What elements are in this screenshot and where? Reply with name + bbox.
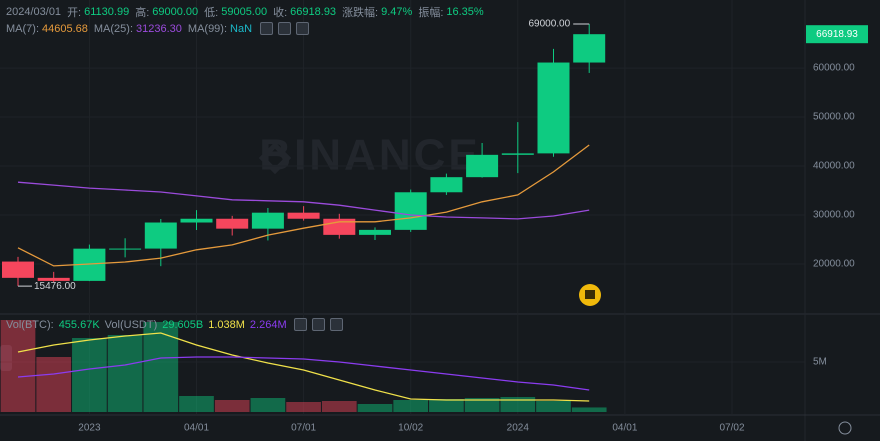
volume-legend-item: 2.264M [249, 318, 287, 331]
ma-value: 44605.68 [42, 22, 88, 35]
ma-label: MA(7): [6, 22, 39, 35]
ohlc-label: 高: [135, 7, 150, 19]
ohlc-label: 开: [67, 7, 82, 19]
ma-label: MA(99): [187, 22, 228, 35]
volume-bar [571, 407, 607, 412]
ohlc-value: 69000.00 [152, 6, 199, 18]
volume-bar [393, 400, 429, 412]
ohlc-label: 涨跌幅: [342, 7, 379, 19]
x-tick-label: 07/01 [291, 423, 316, 434]
last-price-box [806, 25, 868, 44]
y-tick-label: 5M [813, 357, 827, 368]
volume-legend: Vol(BTC): 455.67K Vol(USDT) 29.605B 1.038M 2.… [6, 318, 343, 331]
candle-body [287, 212, 320, 219]
ma-value: 31236.30 [136, 22, 182, 35]
volume-bar [0, 320, 36, 412]
volume-bar [72, 338, 107, 412]
y-tick-label: 50000.00 [813, 112, 855, 123]
x-tick-label: 2024 [507, 423, 530, 434]
volume-legend-item: Vol(BTC): [6, 318, 54, 331]
volume-bar [179, 396, 214, 412]
volume-bar [36, 357, 72, 412]
watermark: BINANCE [259, 131, 480, 180]
ohlc-label: 收: [273, 7, 288, 19]
ma-value: NaN [230, 22, 253, 35]
ohlc-value: 16.35% [446, 6, 484, 18]
legend-icon[interactable] [260, 22, 274, 35]
ohlc-value: 59005.00 [221, 6, 268, 18]
y-tick-label: 30000.00 [813, 210, 855, 221]
y-tick-label: 60000.00 [813, 63, 855, 74]
x-tick-label: 2023 [78, 423, 101, 434]
candle-body [251, 212, 284, 229]
x-tick-label: 04/01 [612, 423, 637, 434]
volume-bar [464, 398, 500, 412]
volume-legend-item: 455.67K [58, 318, 100, 331]
volume-ma-line [17, 356, 590, 391]
volume-legend-item: Vol(USDT) [104, 318, 158, 331]
x-tick-label: 04/01 [184, 423, 209, 434]
volume-bar [214, 400, 250, 412]
volume-bar [500, 397, 536, 412]
panel-handle[interactable] [0, 345, 12, 371]
ma-legend: MA(7): 44605.68 MA(25): 31236.30 MA(99): NaN [6, 22, 310, 35]
candle-body [537, 62, 570, 154]
legend-icon[interactable] [329, 318, 343, 331]
last-price-label: 66918.93 [816, 29, 858, 40]
candle-body [144, 222, 177, 249]
legend-icon[interactable] [311, 318, 325, 331]
legend-icon[interactable] [293, 318, 307, 331]
volume-bar [250, 398, 286, 412]
high-label: 69000.00 [528, 19, 570, 30]
volume-bar [321, 401, 357, 412]
ohlc-legend: 2024/03/01 开: 61130.99 高: 69000.00 低: 59005.0… [6, 4, 487, 20]
volume-bar [143, 322, 179, 412]
volume-bar [107, 335, 143, 412]
volume-bar [286, 402, 321, 412]
candle-body [394, 192, 427, 230]
candle-body [573, 34, 606, 63]
y-tick-label: 20000.00 [813, 259, 855, 270]
low-label: 15476.00 [34, 281, 76, 292]
volume-legend-item: 1.038M [208, 318, 245, 331]
watermark-logo [258, 141, 292, 175]
candle-body [359, 229, 391, 235]
ma-line [17, 181, 590, 220]
ma-line [17, 144, 590, 267]
volume-bar [357, 404, 393, 412]
candle-body [466, 154, 499, 178]
settings-icon[interactable] [838, 421, 852, 435]
notification-glyph [585, 290, 595, 299]
legend-icon[interactable] [278, 22, 292, 35]
ohlc-value: 9.47% [381, 6, 413, 18]
candle-body [2, 261, 34, 278]
candle-body [180, 218, 213, 223]
candle-body [216, 218, 249, 229]
x-tick-label: 10/02 [398, 423, 423, 434]
x-tick-label: 07/02 [719, 423, 744, 434]
legend-icon[interactable] [296, 22, 310, 35]
candle-body [501, 153, 534, 155]
candle-body [430, 177, 463, 193]
ohlc-value: 61130.99 [84, 6, 130, 18]
volume-bar [429, 399, 464, 412]
ohlc-value: 66918.93 [290, 6, 337, 18]
ma-label: MA(25): [93, 22, 134, 35]
candle-body [37, 277, 70, 281]
ohlc-label: 振幅: [418, 7, 444, 19]
candle-body [109, 248, 142, 250]
volume-bar [536, 401, 571, 412]
volume-legend-item: 29.605B [162, 318, 204, 331]
y-tick-label: 40000.00 [813, 161, 855, 172]
ohlc-label: 低: [204, 7, 219, 19]
volume-ma-line [17, 332, 590, 402]
date: 2024/03/01 [6, 6, 62, 18]
